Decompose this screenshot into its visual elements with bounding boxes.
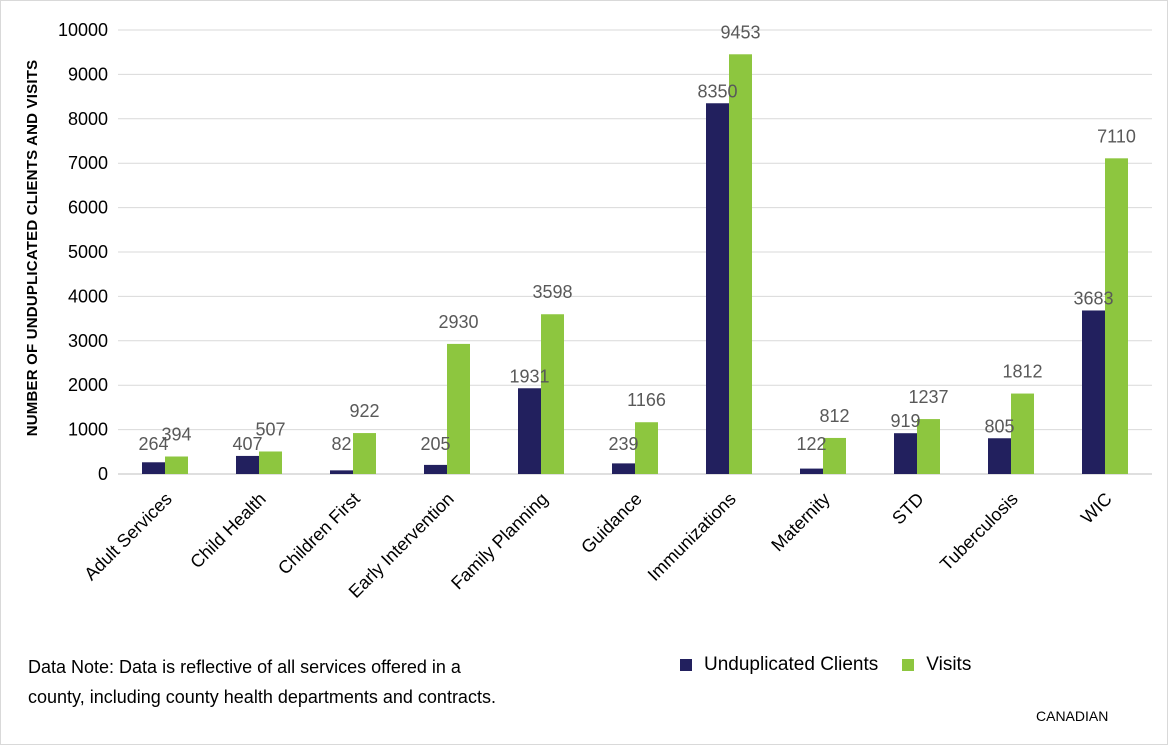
bar-unduplicated-clients	[330, 470, 353, 474]
bar-visits	[1011, 393, 1034, 474]
bar-visits	[447, 343, 470, 474]
bar-unduplicated-clients	[612, 463, 635, 474]
data-label-clients: 3683	[1073, 288, 1113, 308]
category-label: WIC	[1077, 489, 1116, 528]
data-label-clients: 407	[232, 434, 262, 454]
bar-visits	[165, 456, 188, 474]
region-label: CANADIAN	[1036, 708, 1109, 724]
category-labels: Adult Services Child Health Children First…	[80, 489, 1116, 602]
bar-unduplicated-clients	[236, 455, 259, 474]
data-label-visits: 2930	[438, 312, 478, 332]
category-label: Immunizations	[644, 489, 740, 585]
bar-unduplicated-clients	[706, 103, 729, 474]
bar-unduplicated-clients	[518, 388, 541, 474]
y-tick-label: 5000	[68, 242, 108, 262]
y-tick-label: 7000	[68, 153, 108, 173]
bar-visits	[729, 54, 752, 474]
bar-unduplicated-clients	[424, 464, 447, 474]
data-note: Data Note: Data is reflective of all ser…	[28, 652, 588, 712]
data-label-clients: 239	[608, 434, 638, 454]
bars	[142, 54, 1128, 475]
y-tick-label: 6000	[68, 198, 108, 218]
bar-visits	[259, 451, 282, 474]
bar-visits	[635, 422, 658, 474]
data-label-visits: 922	[349, 401, 379, 421]
legend: Unduplicated Clients Visits	[680, 654, 995, 676]
data-note-line-1: Data Note: Data is reflective of all ser…	[28, 657, 461, 677]
data-label-visits: 3598	[532, 282, 572, 302]
category-label: Family Planning	[447, 489, 552, 594]
data-label-clients: 805	[984, 416, 1014, 436]
y-tick-label: 0	[98, 464, 108, 484]
legend-label-clients: Unduplicated Clients	[704, 654, 879, 675]
data-label-clients: 8350	[697, 81, 737, 101]
category-label: Child Health	[186, 489, 269, 572]
data-label-clients: 919	[890, 411, 920, 431]
y-tick-label: 9000	[68, 64, 108, 84]
legend-swatch-clients	[680, 659, 692, 671]
y-tick-label: 2000	[68, 375, 108, 395]
data-label-visits: 1812	[1002, 362, 1042, 382]
legend-swatch-visits	[902, 659, 915, 671]
bar-visits	[823, 437, 846, 474]
data-label-visits: 7110	[1097, 126, 1136, 146]
bar-chart: 0 1000 2000 3000 4000 5000 6000 7000 8000 9000 100…	[24, 20, 1152, 602]
data-label-clients: 82	[331, 434, 351, 454]
bar-visits	[353, 433, 376, 474]
data-label-visits: 1166	[627, 390, 666, 410]
bar-unduplicated-clients	[1082, 310, 1105, 474]
data-label-clients: 1931	[509, 366, 549, 386]
data-label-visits: 394	[161, 425, 191, 445]
bar-visits	[917, 419, 940, 474]
category-label: Tuberculosis	[936, 489, 1022, 575]
y-axis-title: NUMBER OF UNDUPLICATED CLIENTS AND VISIT…	[24, 60, 41, 437]
bar-visits	[541, 314, 564, 474]
data-label-clients: 122	[796, 434, 826, 454]
category-label: STD	[888, 489, 928, 529]
category-label: Early Intervention	[345, 489, 458, 602]
bar-visits	[1105, 158, 1128, 475]
bar-unduplicated-clients	[800, 468, 823, 474]
data-label-clients: 264	[138, 434, 168, 454]
legend-label-visits: Visits	[926, 654, 972, 675]
data-label-visits: 9453	[720, 22, 760, 42]
y-tick-label: 10000	[58, 20, 108, 40]
data-label-visits: 812	[819, 406, 849, 426]
y-tick-label: 4000	[68, 286, 108, 306]
y-tick-label: 8000	[68, 109, 108, 129]
gridlines	[118, 29, 1152, 475]
bar-unduplicated-clients	[142, 462, 165, 474]
data-note-line-2: county, including county health departme…	[28, 687, 496, 707]
legend-item-visits: Visits	[902, 654, 971, 676]
data-label-clients: 205	[420, 434, 450, 454]
category-label: Adult Services	[80, 489, 176, 585]
y-tick-label: 3000	[68, 331, 108, 351]
y-tick-label: 1000	[68, 420, 108, 440]
legend-item-clients: Unduplicated Clients	[680, 654, 878, 676]
bar-unduplicated-clients	[988, 438, 1011, 474]
data-label-visits: 1237	[908, 387, 948, 407]
category-label: Children First	[274, 489, 364, 579]
category-label: Maternity	[767, 489, 833, 555]
y-axis-ticks: 0 1000 2000 3000 4000 5000 6000 7000 8000 9000 100…	[58, 20, 108, 484]
category-label: Guidance	[577, 489, 646, 558]
data-label-visits: 507	[255, 419, 285, 439]
bar-unduplicated-clients	[894, 433, 917, 474]
